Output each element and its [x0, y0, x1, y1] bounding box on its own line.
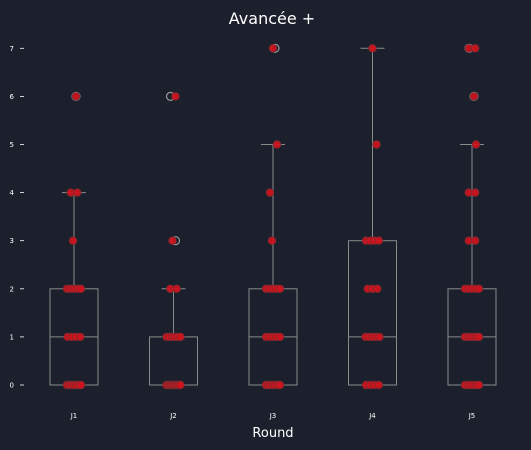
chart-title: Avancée +: [229, 9, 315, 28]
x-axis-title: Round: [252, 426, 293, 441]
data-point: [172, 284, 181, 293]
data-point: [374, 236, 384, 245]
data-point: [265, 188, 275, 197]
data-point: [471, 44, 480, 53]
data-point: [71, 92, 81, 101]
data-point: [275, 284, 285, 293]
x-tick-label: J2: [169, 412, 177, 420]
box: [348, 240, 397, 386]
data-point: [171, 92, 180, 101]
data-point: [474, 380, 484, 390]
data-point: [471, 236, 480, 245]
data-point: [68, 236, 78, 245]
data-point: [471, 188, 480, 197]
data-point: [275, 332, 285, 342]
data-point: [368, 44, 377, 53]
y-tick-label: 1: [10, 333, 14, 341]
data-point: [373, 284, 382, 293]
y-tick-label: 3: [10, 237, 14, 245]
data-point: [372, 140, 381, 149]
x-tick-label: J4: [368, 412, 376, 420]
x-axis: J1 J2 J3 J4 J5: [70, 412, 476, 420]
data-point: [474, 284, 484, 293]
x-tick-label: J1: [70, 412, 78, 420]
box: [149, 336, 198, 386]
data-point: [469, 92, 479, 101]
y-tick-label: 6: [10, 93, 15, 101]
y-tick-label: 2: [10, 285, 14, 293]
data-point: [272, 140, 282, 149]
data-point: [474, 332, 484, 342]
data-point: [76, 332, 85, 342]
x-tick-label: J5: [468, 412, 476, 420]
data-point: [471, 140, 481, 149]
data-point: [76, 380, 86, 390]
data-point: [374, 380, 384, 390]
data-point: [375, 332, 384, 342]
data-point: [176, 332, 185, 342]
data-point: [168, 236, 177, 245]
y-tick-label: 7: [10, 45, 14, 53]
data-point: [267, 236, 277, 245]
y-tick-label: 4: [10, 189, 15, 197]
data-point: [72, 188, 82, 197]
x-tick-label: J3: [269, 412, 277, 420]
y-tick-label: 5: [10, 141, 14, 149]
y-tick-label: 0: [10, 382, 14, 390]
points-layer: [62, 44, 484, 390]
data-point: [268, 44, 278, 53]
y-axis: 0 1 2 3 4 5 6 7: [10, 45, 24, 390]
data-point: [176, 380, 185, 390]
data-point: [76, 284, 86, 293]
data-point: [275, 380, 285, 390]
